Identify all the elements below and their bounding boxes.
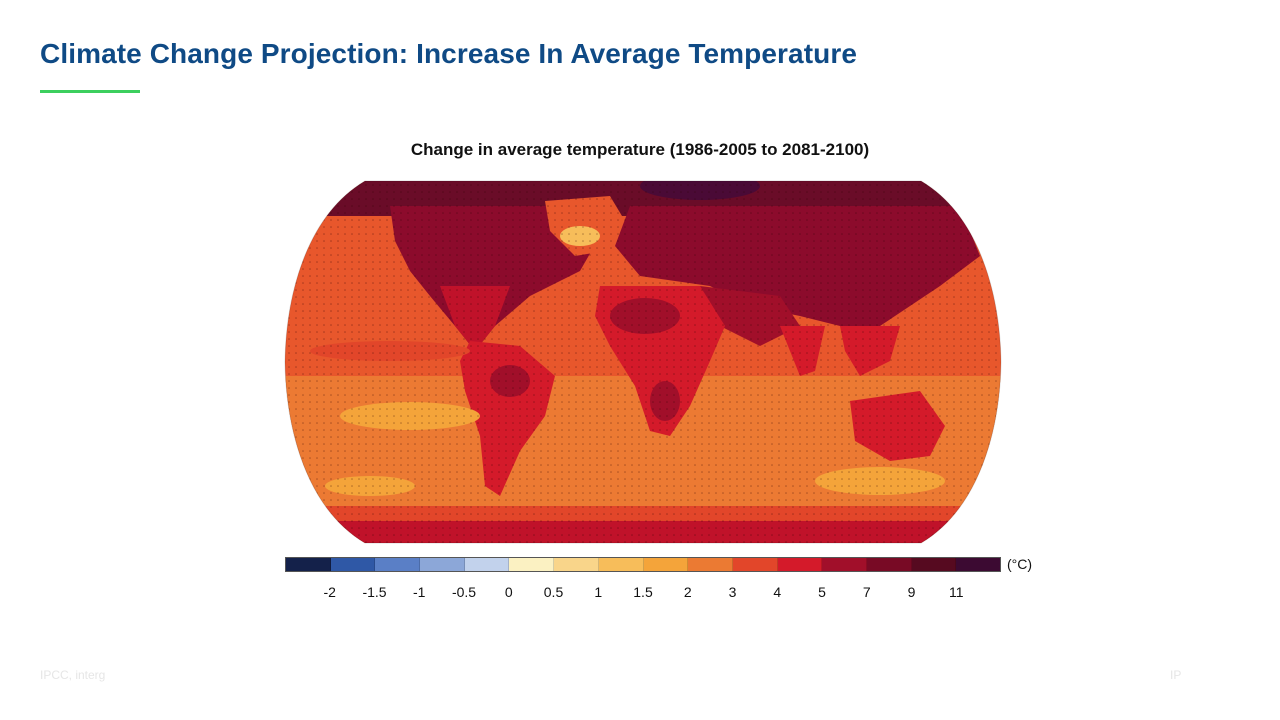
colorbar-swatch — [420, 558, 465, 571]
colorbar-swatch — [956, 558, 1000, 571]
colorbar-tick-label: -0.5 — [451, 584, 477, 600]
colorbar-swatch — [643, 558, 689, 571]
colorbar-tick-label: 5 — [818, 584, 826, 600]
colorbar-tick-label: -1 — [413, 584, 426, 600]
colorbar-swatch — [911, 558, 957, 571]
colorbar-swatch — [554, 558, 599, 571]
colorbar-swatch — [866, 558, 912, 571]
colorbar-tick-label: 0 — [504, 584, 513, 600]
map-outline — [284, 180, 1002, 544]
colorbar-swatch — [286, 558, 331, 571]
colorbar-swatch — [688, 558, 733, 571]
colorbar-tick-label: 7 — [862, 584, 871, 600]
colorbar-swatch — [777, 558, 823, 571]
colorbar-swatch — [598, 558, 644, 571]
map-title: Change in average temperature (1986-2005… — [410, 140, 870, 159]
slide-title: Climate Change Projection: Increase In A… — [40, 38, 858, 69]
footer-source-left: IPCC, interg — [40, 668, 106, 682]
colorbar-swatch — [822, 558, 867, 571]
footer-source-right: IP — [1170, 668, 1182, 682]
colorbar-tick-label: 11 — [948, 584, 964, 600]
colorbar-tick-label: -1.5 — [362, 584, 387, 600]
colorbar-tick-label: -2 — [323, 584, 336, 600]
colorbar-tick-label: 2 — [683, 584, 692, 600]
colorbar-tick-label: 4 — [773, 584, 782, 600]
colorbar-unit-label: (°C) — [1007, 556, 1033, 572]
colorbar — [285, 557, 1001, 572]
colorbar-tick-label: 1 — [594, 584, 603, 600]
colorbar-swatch — [464, 558, 510, 571]
colorbar-swatch — [732, 558, 778, 571]
colorbar-tick-label: 3 — [728, 584, 737, 600]
colorbar-swatch — [375, 558, 421, 571]
title-underline — [40, 90, 140, 93]
colorbar-tick-label: 0.5 — [543, 584, 564, 600]
colorbar-swatch — [509, 558, 555, 571]
colorbar-tick-label: 1.5 — [633, 584, 653, 600]
temperature-map — [284, 180, 1002, 544]
colorbar-swatch — [330, 558, 376, 571]
significance-stipple — [285, 181, 1001, 543]
colorbar-tick-label: 9 — [907, 584, 916, 600]
